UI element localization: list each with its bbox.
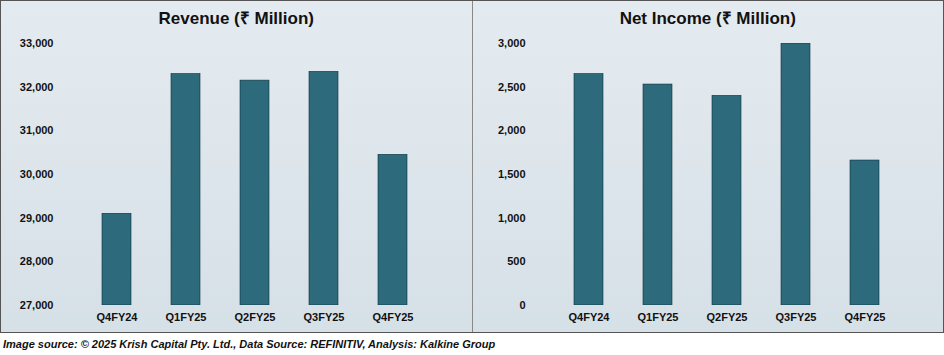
- html-text:Revenue (₹ Million): Revenue (₹ Million): [158, 9, 314, 28]
- svg-text:Q4FY25: Q4FY25: [844, 311, 885, 323]
- svg-text:27,000: 27,000: [20, 299, 54, 311]
- html-text:Net Income (₹ Million): Net Income (₹ Million): [619, 9, 796, 28]
- svg-text:2,000: 2,000: [497, 124, 525, 136]
- svg-text:31,000: 31,000: [20, 124, 54, 136]
- svg-text:1,000: 1,000: [497, 212, 525, 224]
- svg-text:29,000: 29,000: [20, 212, 54, 224]
- svg-text:0: 0: [519, 299, 525, 311]
- svg-text:32,000: 32,000: [20, 81, 54, 93]
- svg-text:Q3FY25: Q3FY25: [775, 311, 816, 323]
- svg-text:Q2FY25: Q2FY25: [706, 311, 747, 323]
- svg-text:Q4FY25: Q4FY25: [373, 311, 414, 323]
- svg-text:Q1FY25: Q1FY25: [166, 311, 207, 323]
- svg-text:2,500: 2,500: [497, 81, 525, 93]
- svg-text:Q2FY25: Q2FY25: [235, 311, 276, 323]
- svg-text:30,000: 30,000: [20, 168, 54, 180]
- svg-text:3,000: 3,000: [497, 37, 525, 49]
- svg-text:1,500: 1,500: [497, 168, 525, 180]
- svg-text:500: 500: [507, 255, 525, 267]
- svg-text:Q1FY25: Q1FY25: [637, 311, 678, 323]
- svg-text:33,000: 33,000: [20, 37, 54, 49]
- svg-text:Q4FY24: Q4FY24: [568, 311, 610, 323]
- svg-text:Q3FY25: Q3FY25: [304, 311, 345, 323]
- svg-text:28,000: 28,000: [20, 255, 54, 267]
- svg-text:Q4FY24: Q4FY24: [97, 311, 139, 323]
- html-text:Image source: © 2025 Krish Cap: Image source: © 2025 Krish Capital Pty. …: [3, 338, 496, 350]
